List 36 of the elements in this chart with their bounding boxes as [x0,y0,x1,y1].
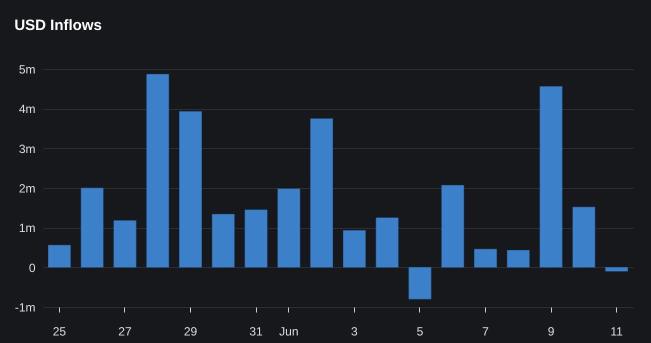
bar [277,188,300,268]
y-tick-label: 5m [18,62,36,76]
bar [605,267,628,272]
bar [146,74,170,268]
bar [474,248,497,268]
bar [310,118,334,268]
chart-title: USD Inflows [14,17,102,34]
x-tick-label: 29 [184,324,198,338]
bar [80,188,104,268]
bar [572,206,596,268]
bar [212,214,235,268]
x-tick-label: 25 [52,324,66,338]
x-tick-label: 11 [610,324,624,338]
bar [114,220,136,268]
bar [441,184,464,268]
bar [342,230,366,268]
y-tick-label: 2m [18,182,36,196]
y-tick-label: 3m [18,142,36,156]
bar [376,218,399,268]
y-tick-label: 1m [18,221,36,236]
x-tick-label: 3 [351,324,358,338]
bar [244,210,268,268]
x-tick-label: 9 [548,324,555,338]
bar [506,250,530,268]
x-tick-label: 7 [482,324,490,338]
bar [408,267,432,300]
x-tick-label: 31 [249,324,264,338]
y-tick-label: 0 [28,260,36,275]
x-tick-label: 27 [118,324,132,338]
x-tick-label: 5 [416,324,424,338]
y-tick-label: -1m [14,300,36,314]
bar [179,111,202,268]
bar [540,86,562,268]
x-tick-label: Jun [279,324,299,338]
bar [48,244,71,268]
y-tick-label: 4m [18,102,36,116]
